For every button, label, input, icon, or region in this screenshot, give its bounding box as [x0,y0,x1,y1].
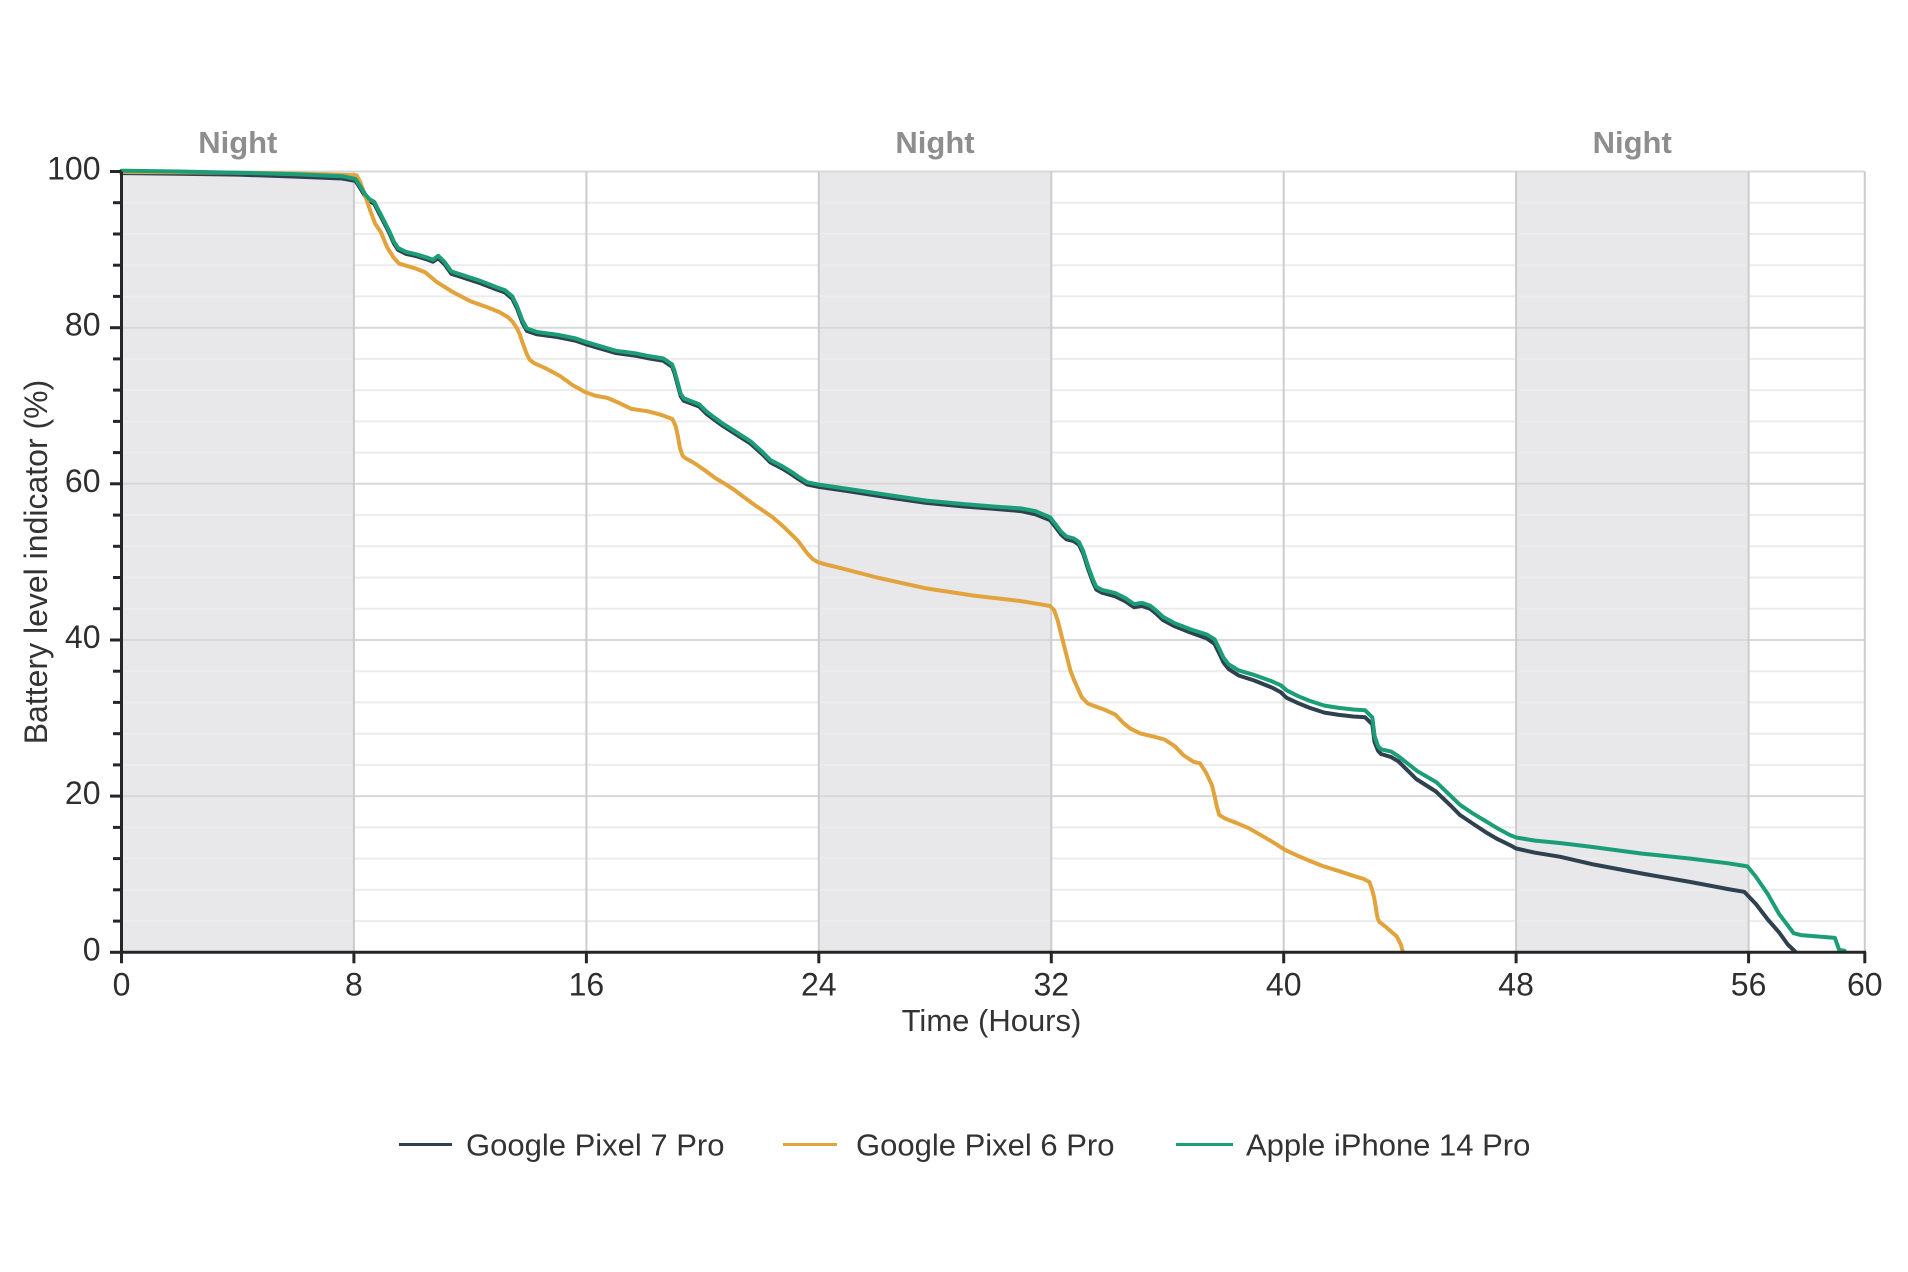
svg-text:56: 56 [1731,967,1767,1003]
svg-text:8: 8 [345,967,363,1003]
svg-text:40: 40 [1266,967,1302,1003]
svg-text:0: 0 [113,967,131,1003]
svg-text:24: 24 [801,967,837,1003]
svg-text:Night: Night [1593,125,1672,160]
svg-text:Battery level indicator (%): Battery level indicator (%) [18,380,54,745]
svg-text:32: 32 [1034,967,1070,1003]
svg-text:Night: Night [895,125,974,160]
svg-text:0: 0 [83,931,101,967]
svg-text:Google Pixel 7 Pro: Google Pixel 7 Pro [466,1128,724,1163]
svg-text:60: 60 [65,463,101,499]
svg-text:Google Pixel 6 Pro: Google Pixel 6 Pro [856,1128,1114,1163]
svg-text:16: 16 [569,967,605,1003]
svg-text:20: 20 [65,775,101,811]
svg-text:60: 60 [1847,967,1883,1003]
svg-text:100: 100 [47,151,100,187]
svg-text:Apple iPhone 14 Pro: Apple iPhone 14 Pro [1246,1128,1530,1163]
svg-text:80: 80 [65,307,101,343]
svg-text:48: 48 [1498,967,1534,1003]
svg-text:Time (Hours): Time (Hours) [902,1003,1082,1038]
svg-text:Night: Night [198,125,277,160]
svg-text:40: 40 [65,619,101,655]
